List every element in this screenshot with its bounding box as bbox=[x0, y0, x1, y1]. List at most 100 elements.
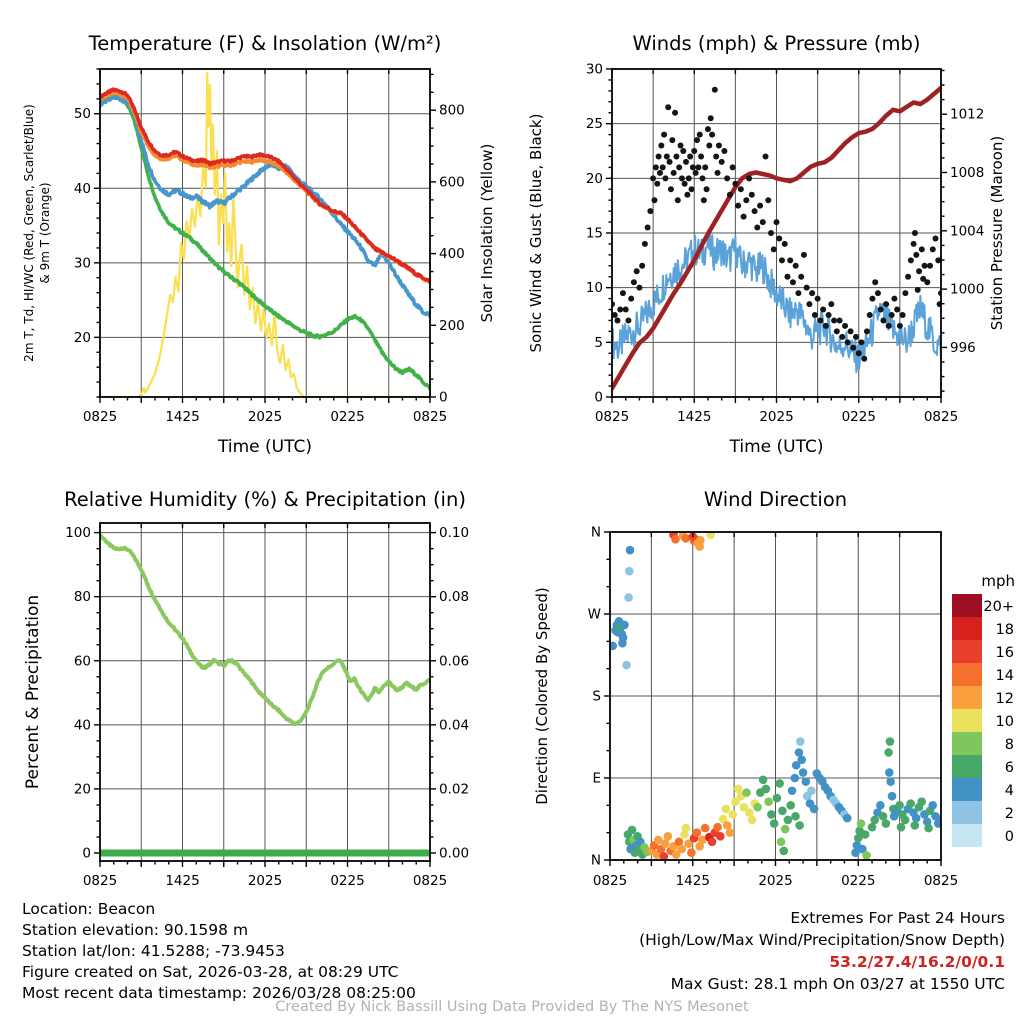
scatter-dot-wind-gust bbox=[681, 180, 688, 187]
wind-direction-dot bbox=[858, 844, 867, 854]
y-axis-label-left: Direction (Colored By Speed) bbox=[533, 587, 551, 805]
scatter-dot-wind-gust bbox=[836, 317, 843, 324]
scatter-dot-wind-gust bbox=[792, 262, 799, 269]
wind-direction-dot bbox=[695, 542, 704, 551]
y-axis-label-left-line2: & 9m T (Orange) bbox=[38, 182, 52, 283]
scatter-dot-wind-gust bbox=[614, 317, 621, 324]
y-tick-label-left: 100 bbox=[65, 525, 91, 541]
wind-direction-dot bbox=[853, 833, 863, 843]
y-tick-label-right: 1000 bbox=[950, 282, 984, 298]
station-info: Location: Beacon Station elevation: 90.1… bbox=[22, 899, 416, 1004]
y-tick-label-left: N bbox=[591, 525, 601, 541]
y-tick-label-right: 0.02 bbox=[439, 781, 469, 797]
scatter-dot-wind-gust bbox=[630, 279, 637, 286]
colorbar-cell bbox=[952, 686, 982, 709]
scatter-dot-wind-gust bbox=[888, 312, 895, 318]
colorbar-label: 14 bbox=[996, 668, 1014, 684]
scatter-dot-wind-gust bbox=[663, 153, 670, 160]
ticks-wind_direction bbox=[604, 531, 942, 866]
scatter-dot-wind-gust bbox=[902, 290, 909, 297]
scatter-dot-wind-gust bbox=[781, 240, 788, 247]
x-tick-label: 1425 bbox=[676, 873, 710, 889]
scatter-dot-wind-gust bbox=[850, 344, 857, 351]
scatter-dot-wind-gust bbox=[661, 131, 668, 138]
scatter-dot-wind-gust bbox=[806, 301, 813, 308]
y-tick-label-right: 800 bbox=[439, 103, 465, 119]
scatter-dot-wind-gust bbox=[711, 86, 718, 93]
scatter-dot-wind-gust bbox=[689, 164, 696, 171]
scatter-dot-wind-gust bbox=[877, 306, 884, 313]
y-tick-label-left: 30 bbox=[586, 62, 603, 78]
x-tick-label: 0825 bbox=[924, 873, 958, 889]
series-humidity bbox=[100, 533, 430, 857]
scatter-dot-wind-gust bbox=[703, 186, 710, 193]
wind-direction-dot bbox=[761, 784, 771, 794]
wind-direction-dot bbox=[653, 835, 663, 845]
wind-direction-dot bbox=[917, 797, 926, 806]
wind-direction-dot bbox=[936, 815, 941, 825]
colorbar-cell bbox=[952, 617, 982, 640]
y-tick-label-right: 0.00 bbox=[439, 845, 469, 861]
scatter-dot-wind-gust bbox=[695, 164, 702, 171]
wind-direction-dot bbox=[671, 534, 680, 544]
wind-direction-dot bbox=[896, 822, 906, 832]
wind-direction-dot bbox=[722, 821, 732, 830]
scatter-dot-wind-gust bbox=[911, 230, 918, 236]
series-line-solar-insolation bbox=[100, 71, 430, 397]
wind-direction-dot bbox=[924, 823, 933, 833]
x-tick-label: 0825 bbox=[413, 409, 447, 425]
wind-direction-dot bbox=[627, 825, 637, 835]
scatter-dot-wind-gust bbox=[757, 202, 764, 209]
wind-direction-dot bbox=[911, 813, 921, 823]
wind-direction-dot bbox=[747, 815, 757, 825]
speed-colorbar: mph 20+ 18 16 14 12 10 8 6 4 2 0 bbox=[952, 572, 1015, 847]
colorbar-cell bbox=[952, 755, 982, 778]
wind-direction-dot bbox=[842, 813, 852, 823]
scatter-dot-wind-gust bbox=[726, 191, 733, 198]
station-elevation: Station elevation: 90.1598 m bbox=[22, 921, 249, 939]
x-tick-label: 1425 bbox=[165, 873, 199, 889]
scatter-dot-wind-gust bbox=[698, 153, 705, 160]
wind-direction-dot bbox=[794, 748, 804, 757]
wind-direction-dot bbox=[776, 837, 786, 847]
x-tick-label: 0225 bbox=[330, 873, 364, 889]
scatter-dot-wind-gust bbox=[684, 191, 691, 198]
wind-direction-dot bbox=[910, 821, 920, 830]
wind-direction-dot bbox=[886, 777, 895, 786]
scatter-dot-wind-gust bbox=[811, 312, 818, 318]
wind-direction-dot bbox=[876, 801, 885, 810]
scatter-dot-wind-gust bbox=[700, 197, 707, 204]
labels-humidity: 0825 1425 2025 0225 0825 0 20 40 60 80 100 0.00 0.02… bbox=[65, 525, 469, 889]
wind-direction-dot bbox=[713, 822, 722, 832]
extremes-values: 53.2/27.4/16.2/0/0.1 bbox=[829, 953, 1005, 971]
scatter-dot-wind-gust bbox=[655, 153, 662, 160]
y-tick-label-right: 0.06 bbox=[439, 653, 469, 669]
series-line-station-pressure bbox=[612, 85, 941, 391]
wind-direction-dot bbox=[692, 828, 702, 837]
wind-direction-dot bbox=[790, 773, 800, 783]
scatter-dot-wind-gust bbox=[869, 295, 876, 302]
wind-direction-dot bbox=[620, 620, 629, 630]
x-tick-label: 0225 bbox=[330, 409, 364, 425]
x-tick-label: 0825 bbox=[83, 873, 117, 889]
station-latlon: Station lat/lon: 41.5288; -73.9453 bbox=[22, 942, 285, 960]
scatter-dot-wind-gust bbox=[658, 142, 665, 149]
wind-direction-dot bbox=[783, 815, 793, 825]
y-tick-label-left: W bbox=[588, 607, 601, 623]
panel-wind_direction: 0825 1425 2025 0225 0825 N E S W N Wind Direction D… bbox=[533, 488, 1015, 889]
scatter-dot-wind-gust bbox=[683, 158, 690, 165]
scatter-dot-wind-gust bbox=[800, 251, 807, 258]
grid-winds bbox=[611, 68, 942, 398]
x-axis-label: Time (UTC) bbox=[217, 437, 312, 457]
scatter-dot-wind-gust bbox=[936, 301, 941, 308]
wind-direction-dot bbox=[807, 786, 816, 796]
wind-direction-dot bbox=[718, 814, 728, 824]
scatter-dot-wind-gust bbox=[656, 169, 663, 176]
scatter-dot-wind-gust bbox=[702, 164, 709, 171]
colorbar-label: 4 bbox=[1005, 783, 1014, 799]
wind-direction-dot bbox=[780, 824, 790, 834]
scatter-dot-wind-gust bbox=[721, 148, 728, 154]
scatter-dot-wind-gust bbox=[688, 186, 695, 193]
wind-direction-dot bbox=[663, 832, 673, 841]
colorbar-title: mph bbox=[981, 572, 1015, 590]
